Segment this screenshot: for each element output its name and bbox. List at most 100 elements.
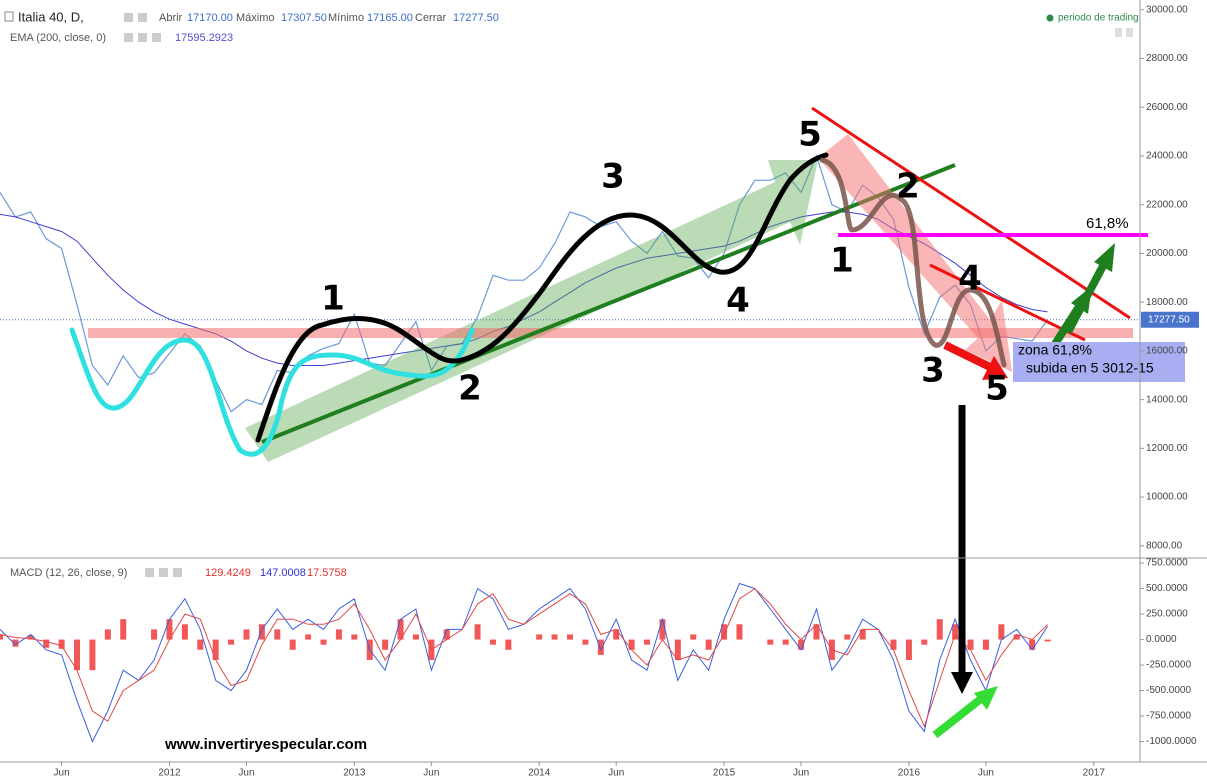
histogram-bar <box>274 629 281 640</box>
histogram-bar <box>228 639 235 645</box>
histogram-bar <box>443 629 450 640</box>
arrow <box>932 686 998 739</box>
histogram-bar <box>982 639 989 650</box>
y-tick-label: 20000.00 <box>1146 248 1188 259</box>
histogram-bar <box>567 634 573 640</box>
field-label: Abrir <box>159 12 183 24</box>
trend-line <box>261 163 956 444</box>
histogram-bar <box>628 639 635 650</box>
histogram-bar <box>412 634 419 640</box>
x-tick-label: 2013 <box>343 768 366 779</box>
resistance-line <box>811 106 1131 320</box>
histogram-bar <box>936 619 943 640</box>
wave-sketch <box>819 157 1007 368</box>
arrow <box>943 341 1008 380</box>
histogram-bar <box>551 634 558 640</box>
y-tick-label: 30000.00 <box>1146 4 1188 15</box>
y-tick-label: 0.0000 <box>1146 634 1177 645</box>
wave-label: 2 <box>896 167 920 207</box>
wave-label: 4 <box>958 259 982 299</box>
histogram-bar <box>782 639 789 645</box>
histogram-bar <box>305 634 312 640</box>
histogram-bar <box>905 639 912 660</box>
session-dot <box>1046 14 1054 22</box>
histogram-bar <box>89 639 96 671</box>
wave-label: 1 <box>830 241 854 281</box>
histogram-bar <box>320 639 327 645</box>
histogram-bar <box>351 634 358 640</box>
y-tick-label: 500.0000 <box>1146 583 1188 594</box>
macd-value: 17.5758 <box>307 567 347 579</box>
histogram-bar <box>397 619 404 640</box>
y-tick-label: 28000.00 <box>1146 53 1188 64</box>
note-text: subida en 5 3012-15 <box>1026 360 1154 376</box>
histogram-bar <box>120 619 127 640</box>
watermark: www.invertiryespecular.com <box>164 736 367 753</box>
y-tick-label: -500.0000 <box>1146 685 1191 696</box>
histogram-bar <box>644 639 651 645</box>
histogram-bar <box>474 624 481 640</box>
support-band <box>88 328 1133 338</box>
histogram-bar <box>705 639 712 650</box>
wave-sketch <box>69 327 475 457</box>
y-tick-label: 12000.00 <box>1146 443 1188 454</box>
histogram-bar <box>659 619 666 640</box>
x-tick-label: 2017 <box>1083 768 1106 779</box>
fibonacci-label: 61,8% <box>1086 215 1129 232</box>
histogram-bar <box>489 639 496 645</box>
histogram-bar <box>43 639 50 648</box>
arrow <box>951 405 973 694</box>
histogram-bar <box>582 639 589 645</box>
histogram-bar <box>27 635 34 640</box>
histogram-bar <box>12 639 19 647</box>
histogram-bar <box>1013 634 1020 640</box>
resistance-line <box>929 263 1086 342</box>
histogram-bar <box>721 624 728 640</box>
histogram-bar <box>998 624 1005 640</box>
histogram-bar <box>597 639 604 655</box>
field-label: Cerrar <box>415 12 447 24</box>
y-tick-label: 10000.00 <box>1146 492 1188 503</box>
histogram-bar <box>74 639 81 671</box>
histogram-bar <box>813 624 820 640</box>
y-tick-label: 250.0000 <box>1146 609 1188 620</box>
field-value: 17307.50 <box>281 12 327 24</box>
histogram-bar <box>0 634 3 640</box>
histogram-bar <box>690 634 697 640</box>
series-line <box>0 587 1048 728</box>
header-icons <box>124 33 161 42</box>
histogram-bar <box>767 639 774 645</box>
histogram-bar <box>1044 639 1051 642</box>
histogram-bar <box>212 639 219 660</box>
histogram-bar <box>181 624 188 640</box>
last-price-tag <box>1141 311 1199 328</box>
header-icons <box>145 568 182 577</box>
x-tick-label: 2014 <box>528 768 551 779</box>
histogram-bar <box>798 639 805 650</box>
wave-label: 2 <box>458 369 482 409</box>
x-tick-label: Jun <box>54 768 70 779</box>
wave-label: 3 <box>921 351 945 391</box>
histogram-bar <box>382 639 389 650</box>
x-tick-label: Jun <box>608 768 624 779</box>
wave-label: 1 <box>321 279 345 319</box>
y-tick-label: 26000.00 <box>1146 102 1188 113</box>
macd-value: 129.4249 <box>205 567 251 579</box>
histogram-bar <box>952 624 959 640</box>
field-value: 17165.00 <box>367 12 413 24</box>
y-tick-label: 14000.00 <box>1146 394 1188 405</box>
histogram-bar <box>613 629 620 640</box>
plot-layer <box>0 154 1140 743</box>
x-tick-label: 2016 <box>898 768 921 779</box>
histogram-bar <box>104 629 111 640</box>
x-tick-label: Jun <box>978 768 994 779</box>
histogram-bar <box>151 629 158 640</box>
x-tick-label: Jun <box>423 768 439 779</box>
histogram-bar <box>1029 639 1036 650</box>
collapse-icon[interactable] <box>4 11 14 22</box>
histogram-bar <box>197 639 204 650</box>
histogram-bar <box>58 639 65 649</box>
histogram-bar <box>921 639 928 645</box>
